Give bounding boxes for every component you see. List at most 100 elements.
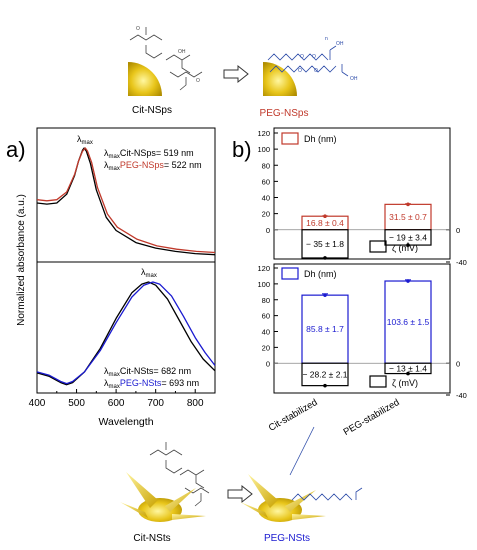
- panel-b: 0 20 40 60 80 100 120 0 -40 16.8 ± 0.4 − 35 ± 1.8 3…: [257, 127, 467, 438]
- legend-cit-nsps-name: Cit-NSps: [120, 148, 157, 158]
- b-top-left-tick-label-60: 60: [262, 177, 270, 186]
- arrow-right-icon: [223, 64, 249, 84]
- svg-text:O: O: [136, 26, 140, 32]
- b-top-zeta-value-label-1: − 19 ± 3.4: [389, 232, 427, 242]
- scheme-bottom: Cit-NSts PEG-NSts: [120, 426, 363, 544]
- b-bottom-zeta-point-1: [406, 371, 410, 376]
- panel-a: 400 500 600 700 800 λmax λmaxCit-NSps= 519 n…: [16, 127, 216, 428]
- scheme-top-left-label: Cit-NSps: [132, 105, 172, 116]
- peg-chain-bottom-icon: [289, 426, 363, 501]
- b-top-zeta-point-0: [323, 256, 327, 260]
- svg-text:O: O: [298, 68, 302, 74]
- a-bottom-series-peg-nsts: [36, 281, 216, 385]
- legend-zeta-label-bottom: ζ (mV): [392, 378, 418, 388]
- panel-a-bottom-curves: [36, 281, 216, 386]
- panel-a-bottom-legend-1: λmaxCit-NSts= 682 nm: [104, 366, 191, 378]
- b-top-left-tick-label-100: 100: [257, 145, 270, 154]
- b-bottom-dh-bar-0: [301, 294, 349, 364]
- legend-peg-nsps-name: PEG-NSps: [120, 160, 165, 170]
- legend-cit-nsps-value: = 519 nm: [156, 148, 194, 158]
- b-bottom-dh-value-label-1: 103.6 ± 1.5: [387, 317, 430, 327]
- b-bottom-zeta-point-0: [323, 383, 327, 388]
- svg-text:OH: OH: [178, 49, 186, 55]
- b-bottom-zeta-value-label-1: − 13 ± 1.4: [389, 363, 427, 373]
- panel-a-bottom-peak-label: λmax: [141, 267, 157, 279]
- legend-cit-nsts-name: Cit-NSts: [120, 366, 154, 376]
- legend-cit-nsts-value: = 682 nm: [153, 366, 191, 376]
- panel-a-top-curves: [36, 147, 216, 256]
- peg-atom-labels: O O OH O O OH n: [298, 36, 358, 82]
- b-bottom-dh-bar-1: [384, 280, 432, 364]
- b-top-left-tick-label-20: 20: [262, 210, 270, 219]
- legend-peg-nsts-name: PEG-NSts: [120, 378, 162, 388]
- legend-dh-label-bottom: Dh (nm): [304, 269, 337, 279]
- b-top-left-tick-label-40: 40: [262, 194, 270, 203]
- svg-text:n: n: [325, 36, 328, 42]
- panel-a-letter: a): [6, 137, 26, 162]
- panel-b-top-frame: [273, 127, 451, 260]
- b-bottom-dh-point-0: [323, 293, 327, 297]
- panel-b-top-plot: 0 20 40 60 80 100 120 0 -40 16.8 ± 0.4 − 35 ± 1.8 3…: [257, 129, 466, 267]
- arrow-right-bottom-icon: [227, 484, 253, 504]
- b-bottom-left-tick-label-40: 40: [262, 328, 270, 337]
- x-tick-label-700: 700: [147, 398, 164, 409]
- b-bottom-right-tick-label-0: 0: [456, 359, 460, 368]
- b-bottom-left-tick-label-100: 100: [257, 280, 270, 289]
- scheme-top: O OH O Cit-NSps O O OH O O OH n PEG-NSps: [128, 26, 358, 119]
- x-tick-label-600: 600: [108, 398, 125, 409]
- a-top-series-cit-nsps: [36, 147, 216, 256]
- citrate-molecule-icon: O OH O: [129, 26, 203, 91]
- legend-zeta-label-top: ζ (mV): [392, 243, 418, 253]
- svg-text:O: O: [300, 54, 304, 60]
- legend-peg-nsts-value: = 693 nm: [161, 378, 199, 388]
- b-top-right-tick-label-0: 0: [456, 226, 460, 235]
- b-bottom-right-tick-label--40: -40: [456, 391, 467, 400]
- b-bottom-left-tick-label-0: 0: [266, 359, 270, 368]
- legend-dh-swatch-top: [281, 132, 299, 145]
- panel-a-x-ticks: 400 500 600 700 800: [29, 389, 216, 409]
- panel-a-x-axis-label: Wavelength: [98, 416, 153, 428]
- a-bottom-series-cit-nsts: [36, 281, 216, 386]
- legend-peg-nsps-value: = 522 nm: [164, 160, 202, 170]
- citrate-molecule-bottom-icon: [149, 442, 210, 507]
- gold-sphere-icon: [128, 62, 162, 96]
- legend-dh-label-top: Dh (nm): [304, 134, 337, 144]
- x-tick-label-500: 500: [68, 398, 85, 409]
- category-label-peg: PEG-stabilized: [342, 397, 402, 438]
- svg-text:O: O: [314, 68, 318, 74]
- scheme-bottom-right-label: PEG-NSts: [264, 533, 310, 544]
- legend-zeta-swatch-top: [369, 240, 387, 253]
- b-bottom-left-tick-label-20: 20: [262, 343, 270, 352]
- gold-sphere-peg-icon: [263, 62, 297, 96]
- scheme-top-right-label: PEG-NSps: [260, 108, 309, 119]
- b-bottom-left-tick-label-120: 120: [257, 264, 270, 273]
- a-top-series-peg-nsps: [36, 147, 216, 254]
- b-top-dh-point-0: [323, 214, 327, 219]
- legend-zeta-swatch-bottom: [369, 375, 387, 388]
- panel-a-top-legend-2: λmaxPEG-NSps= 522 nm: [104, 160, 202, 172]
- b-top-zeta-point-1: [406, 243, 410, 247]
- b-top-dh-value-label-1: 31.5 ± 0.7: [389, 212, 427, 222]
- b-top-left-tick-label-80: 80: [262, 161, 270, 170]
- b-top-zeta-value-label-0: − 35 ± 1.8: [306, 239, 344, 249]
- svg-text:O: O: [312, 54, 316, 60]
- b-top-right-tick-label--40: -40: [456, 258, 467, 267]
- panel-a-y-axis-label: Normalized absorbance (a.u.): [16, 194, 27, 326]
- x-tick-label-800: 800: [187, 398, 204, 409]
- panel-b-letter: b): [232, 137, 252, 162]
- panel-a-bottom-legend-2: λmaxPEG-NSts= 693 nm: [104, 378, 199, 390]
- b-top-zeta-bar-0: [301, 229, 349, 259]
- scheme-bottom-left-label: Cit-NSts: [133, 533, 170, 544]
- panel-b-bottom-frame: [273, 263, 451, 394]
- x-tick-label-400: 400: [29, 398, 46, 409]
- b-top-left-tick-label-120: 120: [257, 129, 270, 138]
- b-top-dh-point-1: [406, 202, 410, 207]
- peg-chain-icon: [267, 45, 349, 77]
- b-bottom-left-tick-label-60: 60: [262, 312, 270, 321]
- category-label-cit: Cit-stabilized: [267, 397, 320, 434]
- legend-dh-swatch-bottom: [281, 267, 299, 280]
- b-bottom-left-tick-label-80: 80: [262, 296, 270, 305]
- panel-b-bottom-plot: 0 20 40 60 80 100 120 0 -40 85.8 ± 1.7 − 28.2 ± 2.…: [257, 264, 466, 400]
- b-top-left-tick-label-0: 0: [266, 226, 270, 235]
